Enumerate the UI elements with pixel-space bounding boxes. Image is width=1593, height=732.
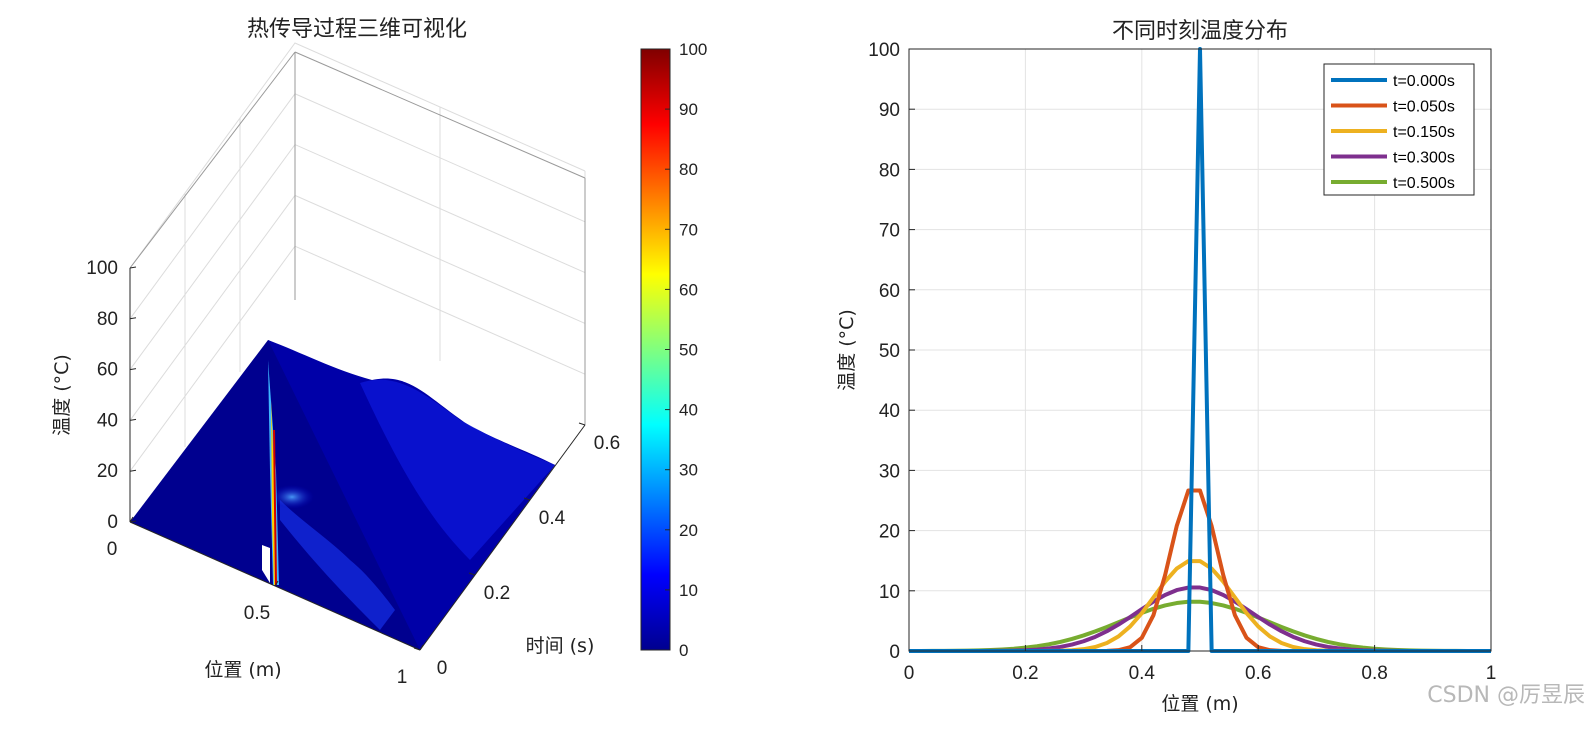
surface-title: 热传导过程三维可视化 bbox=[247, 17, 467, 42]
y-tick-label: 0 bbox=[437, 658, 448, 679]
line-x-tick-label: 1 bbox=[1486, 663, 1497, 684]
legend-label: t=0.000s bbox=[1393, 73, 1455, 90]
surface-hotspot bbox=[270, 485, 314, 509]
line-y-ticks: 0 10 20 30 40 50 60 70 80 90 100 bbox=[868, 40, 915, 663]
z-tick bbox=[129, 368, 137, 371]
z-tick-label: 20 bbox=[97, 461, 118, 482]
surface-shoulder bbox=[280, 500, 395, 630]
line-title: 不同时刻温度分布 bbox=[1112, 19, 1288, 44]
line-y-tick-label: 70 bbox=[879, 221, 900, 242]
watermark: CSDN @厉昱辰 bbox=[1427, 683, 1585, 708]
colorbar-tick-label: 20 bbox=[679, 521, 698, 540]
y-axis-label: 时间 (s) bbox=[526, 635, 595, 657]
legend: t=0.000s t=0.050s t=0.150s t=0.300s t=0.500s bbox=[1323, 63, 1475, 196]
z-axis-label: 温度 (°C) bbox=[51, 354, 73, 436]
t-tick bbox=[578, 422, 586, 426]
z-tick-labels: 0 20 40 60 80 100 bbox=[86, 258, 118, 533]
x-tick-label: 0.5 bbox=[244, 603, 270, 624]
z-tick-label: 60 bbox=[97, 360, 118, 381]
x-tick-labels: 00.51 bbox=[107, 539, 408, 688]
line-y-tick-label: 10 bbox=[879, 582, 900, 603]
z-tick bbox=[129, 317, 137, 320]
x-tick-label: 1 bbox=[397, 667, 408, 688]
t-tick bbox=[523, 497, 531, 501]
legend-label: t=0.500s bbox=[1393, 175, 1455, 192]
line-y-tick-label: 80 bbox=[879, 160, 900, 181]
line-x-ticks: 0 0.2 0.4 0.6 0.8 1 bbox=[904, 645, 1497, 684]
y-tick-label: 0.6 bbox=[594, 433, 620, 454]
line-y-tick-label: 100 bbox=[868, 40, 900, 61]
z-tick bbox=[129, 266, 137, 269]
line-y-tick-label: 0 bbox=[889, 642, 900, 663]
line-y-tick-label: 60 bbox=[879, 281, 900, 302]
x-tick bbox=[129, 516, 134, 523]
colorbar-tick-label: 30 bbox=[679, 461, 698, 480]
t-tick bbox=[413, 647, 421, 651]
line-x-axis-label: 位置 (m) bbox=[1161, 693, 1238, 715]
colorbar-tick-label: 80 bbox=[679, 160, 698, 179]
z-tick bbox=[129, 418, 137, 421]
line-y-tick-label: 40 bbox=[879, 401, 900, 422]
colorbar-ticks: 0 10 20 30 40 50 60 70 80 90 100 bbox=[665, 40, 707, 660]
colorbar-tick-label: 60 bbox=[679, 280, 698, 299]
surface-tick-marks bbox=[129, 266, 586, 651]
line-y-tick-label: 30 bbox=[879, 461, 900, 482]
line-x-tick-label: 0.6 bbox=[1245, 663, 1271, 684]
surface-diffusion-band bbox=[360, 379, 555, 560]
surface-notch bbox=[262, 545, 270, 583]
line-y-tick-label: 90 bbox=[879, 100, 900, 121]
line-y-axis-label: 温度 (°C) bbox=[836, 309, 858, 391]
z-tick bbox=[129, 520, 137, 523]
y-tick-label: 0.2 bbox=[484, 583, 510, 604]
colorbar-tick-label: 90 bbox=[679, 100, 698, 119]
legend-label: t=0.150s bbox=[1393, 124, 1455, 141]
legend-label: t=0.300s bbox=[1393, 150, 1455, 167]
line-x-tick-label: 0 bbox=[904, 663, 915, 684]
line-x-tick-label: 0.8 bbox=[1361, 663, 1387, 684]
z-tick-label: 40 bbox=[97, 410, 118, 431]
colorbar-tick-label: 10 bbox=[679, 581, 698, 600]
z-tick-label: 80 bbox=[97, 309, 118, 330]
y-tick-label: 0.4 bbox=[539, 508, 566, 529]
colorbar-tick-label: 100 bbox=[679, 40, 707, 59]
line-x-tick-label: 0.2 bbox=[1012, 663, 1038, 684]
legend-label: t=0.050s bbox=[1393, 99, 1455, 116]
x-tick bbox=[419, 644, 424, 651]
z-tick bbox=[129, 469, 137, 472]
line-x-tick-label: 0.4 bbox=[1129, 663, 1156, 684]
colorbar-tick-label: 70 bbox=[679, 220, 698, 239]
surface-ridge bbox=[268, 340, 555, 650]
y-tick-labels: 0 0.2 0.4 0.6 bbox=[437, 433, 621, 679]
x-axis-label: 位置 (m) bbox=[204, 659, 281, 681]
x-tick-label: 0 bbox=[107, 539, 118, 560]
z-tick-label: 0 bbox=[107, 512, 118, 533]
x-tick bbox=[274, 580, 279, 587]
surface-peak bbox=[273, 429, 277, 586]
colorbar-tick-label: 50 bbox=[679, 341, 698, 360]
line-y-tick-label: 20 bbox=[879, 522, 900, 543]
surface-box bbox=[129, 51, 586, 425]
colorbar-tick-label: 0 bbox=[679, 641, 688, 660]
colorbar-tick-label: 40 bbox=[679, 401, 698, 420]
line-y-tick-label: 50 bbox=[879, 341, 900, 362]
t-tick bbox=[468, 572, 476, 576]
left-wall bbox=[130, 52, 295, 522]
z-tick-label: 100 bbox=[86, 258, 118, 279]
